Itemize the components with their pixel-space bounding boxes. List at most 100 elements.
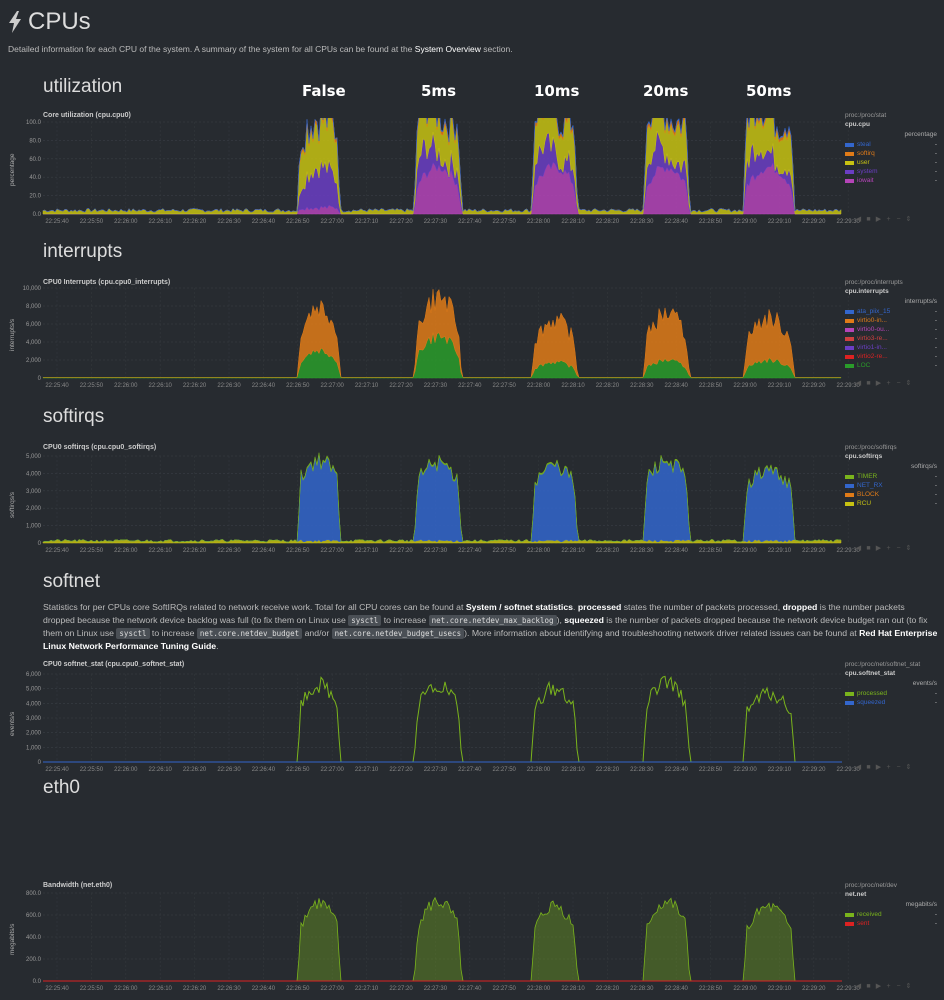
- x-tick-label: 22:27:30: [424, 383, 448, 389]
- x-tick-label: 22:28:40: [665, 219, 689, 225]
- legend-item[interactable]: steal -: [845, 140, 937, 149]
- legend-item[interactable]: virtio2-re... -: [845, 352, 937, 361]
- legend-item[interactable]: softirq -: [845, 149, 937, 158]
- resize-icon[interactable]: ⇕: [905, 380, 912, 387]
- x-tick-label: 22:28:00: [527, 767, 551, 773]
- legend-item[interactable]: received -: [845, 910, 937, 919]
- x-tick-label: 22:29:10: [768, 548, 792, 554]
- resize-icon[interactable]: ⇕: [905, 545, 912, 552]
- legend-item[interactable]: BLOCK -: [845, 490, 937, 499]
- x-tick-label: 22:28:40: [665, 986, 689, 992]
- legend-item[interactable]: iowait -: [845, 176, 937, 185]
- chart-title: Core utilization (cpu.cpu0): [43, 112, 131, 119]
- x-tick-label: 22:26:30: [217, 767, 241, 773]
- zoom-in-icon[interactable]: +: [886, 545, 891, 552]
- zoom-out-icon[interactable]: −: [896, 983, 901, 990]
- resize-icon[interactable]: ⇕: [905, 983, 912, 990]
- x-tick-label: 22:25:50: [80, 548, 104, 554]
- legend-item[interactable]: user -: [845, 158, 937, 167]
- legend-item-name: iowait: [857, 177, 874, 184]
- legend-item[interactable]: sent -: [845, 919, 937, 928]
- pan-left-icon[interactable]: ◀: [855, 216, 862, 223]
- softnet-text-4: is the number packets dropped because th…: [43, 602, 905, 625]
- legend-item[interactable]: virtio3-re... -: [845, 334, 937, 343]
- chart-plot[interactable]: 10,000 8,000 6,000 4,000 2,000 022:25:40 22:25…: [0, 284, 944, 396]
- x-tick-label: 22:28:10: [561, 548, 585, 554]
- legend-item-value: -: [934, 317, 937, 324]
- resize-icon[interactable]: ⇕: [905, 216, 912, 223]
- legend-item[interactable]: processed -: [845, 689, 937, 698]
- softnet-text-7: is the number of packets dropped because…: [43, 615, 928, 638]
- x-tick-label: 22:27:30: [424, 767, 448, 773]
- x-tick-label: 22:26:50: [286, 219, 310, 225]
- x-tick-label: 22:29:20: [802, 219, 826, 225]
- overlay-label-5ms: 5ms: [421, 82, 456, 100]
- legend-item[interactable]: squeezed -: [845, 698, 937, 707]
- zoom-in-icon[interactable]: +: [886, 380, 891, 387]
- rhel-tuning-guide-link[interactable]: Red Hat Enterprise Linux Network Perform…: [43, 628, 938, 651]
- chart-legend: proc:/proc/stat cpu.cpu percentage steal - so…: [845, 112, 937, 185]
- legend-item[interactable]: system -: [845, 167, 937, 176]
- pan-right-icon[interactable]: ▶: [875, 545, 882, 552]
- reset-icon[interactable]: ■: [866, 216, 871, 223]
- legend-item[interactable]: TIMER -: [845, 472, 937, 481]
- zoom-in-icon[interactable]: +: [886, 216, 891, 223]
- legend-item-name: NET_RX: [857, 482, 883, 489]
- legend-item-value: -: [934, 344, 937, 351]
- section-title-softnet: softnet: [43, 571, 101, 592]
- pan-right-icon[interactable]: ▶: [875, 216, 882, 223]
- chart-plot[interactable]: 5,000 4,000 3,000 2,000 1,000 022:25:40 22:25:…: [0, 452, 944, 561]
- x-tick-label: 22:29:30: [837, 383, 861, 389]
- pan-left-icon[interactable]: ◀: [855, 983, 862, 990]
- legend-item[interactable]: ata_piix_15 -: [845, 307, 937, 316]
- zoom-out-icon[interactable]: −: [896, 380, 901, 387]
- legend-family: cpu.cpu: [845, 121, 870, 128]
- pan-left-icon[interactable]: ◀: [855, 545, 862, 552]
- x-tick-label: 22:28:30: [630, 383, 654, 389]
- zoom-out-icon[interactable]: −: [896, 764, 901, 771]
- zoom-out-icon[interactable]: −: [896, 545, 901, 552]
- chart-plot[interactable]: 100.0 80.0 60.0 40.0 20.0 0.022:25:40 22:25:50…: [0, 118, 944, 232]
- legend-item-name: squeezed: [857, 699, 886, 706]
- zoom-in-icon[interactable]: +: [886, 764, 891, 771]
- reset-icon[interactable]: ■: [866, 764, 871, 771]
- x-tick-label: 22:27:50: [493, 219, 517, 225]
- x-tick-label: 22:27:00: [321, 383, 345, 389]
- reset-icon[interactable]: ■: [866, 983, 871, 990]
- y-tick-label: 2,000: [26, 731, 42, 737]
- legend-item[interactable]: NET_RX -: [845, 481, 937, 490]
- y-tick-label: 40.0: [29, 175, 41, 181]
- softnet-bold-squeezed: squeezed: [564, 615, 604, 625]
- resize-icon[interactable]: ⇕: [905, 764, 912, 771]
- zoom-in-icon[interactable]: +: [886, 983, 891, 990]
- legend-item-name: virtio0-in...: [857, 317, 887, 324]
- pan-right-icon[interactable]: ▶: [875, 380, 882, 387]
- pan-left-icon[interactable]: ◀: [855, 764, 862, 771]
- section-title-utilization: utilization: [43, 76, 123, 97]
- reset-icon[interactable]: ■: [866, 380, 871, 387]
- legend-item[interactable]: virtio0-ou... -: [845, 325, 937, 334]
- legend-item-name: virtio0-ou...: [857, 326, 890, 333]
- legend-item[interactable]: virtio0-in... -: [845, 316, 937, 325]
- system-overview-link[interactable]: System Overview: [414, 44, 481, 54]
- softnet-bold-dropped: dropped: [782, 602, 818, 612]
- x-tick-label: 22:27:10: [355, 219, 379, 225]
- softnet-statistics-link[interactable]: System / softnet statistics: [465, 602, 573, 612]
- legend-item-value: -: [934, 326, 937, 333]
- legend-item-value: -: [934, 150, 937, 157]
- legend-item[interactable]: virtio1-in... -: [845, 343, 937, 352]
- x-tick-label: 22:26:00: [114, 548, 138, 554]
- legend-item[interactable]: RCU -: [845, 499, 937, 508]
- chart-plot[interactable]: 6,000 5,000 4,000 3,000 2,000 1,000 022:25:40 2…: [0, 670, 944, 780]
- chart-plot[interactable]: 800.0 600.0 400.0 200.0 0.022:25:40 22:25:50 2…: [0, 889, 944, 999]
- pan-right-icon[interactable]: ▶: [875, 983, 882, 990]
- legend-swatch: [845, 354, 854, 359]
- legend-swatch: [845, 492, 854, 497]
- legend-item[interactable]: LOC -: [845, 361, 937, 370]
- reset-icon[interactable]: ■: [866, 545, 871, 552]
- y-tick-label: 6,000: [26, 672, 42, 678]
- pan-left-icon[interactable]: ◀: [855, 380, 862, 387]
- x-tick-label: 22:27:50: [493, 383, 517, 389]
- pan-right-icon[interactable]: ▶: [875, 764, 882, 771]
- zoom-out-icon[interactable]: −: [896, 216, 901, 223]
